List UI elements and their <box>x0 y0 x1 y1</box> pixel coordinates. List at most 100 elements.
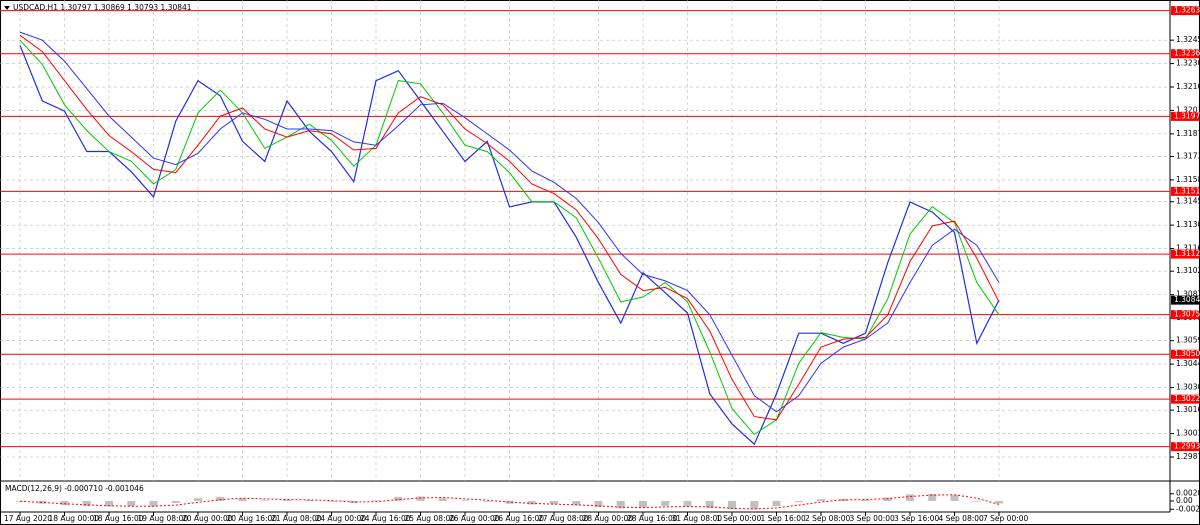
macd-bar <box>283 499 291 501</box>
macd-bar <box>327 500 336 502</box>
macd-bar <box>527 500 536 505</box>
macd-bar <box>483 500 492 502</box>
x-tick-label: 31 Aug 08:00 <box>672 514 723 523</box>
x-tick-label: 18 Aug 00:00 <box>49 514 100 523</box>
y-tick-label: 1.30015 <box>1176 429 1200 438</box>
x-tick-label: 26 Aug 00:00 <box>449 514 500 523</box>
level-label: 1.30228 <box>1174 394 1200 403</box>
y-tick-label: 1.31450 <box>1176 197 1200 206</box>
level-label: 1.32633 <box>1174 6 1200 15</box>
last-price-badge <box>1171 295 1199 305</box>
level-badge <box>1171 186 1199 196</box>
x-tick-label: 19 Aug 08:00 <box>138 514 189 523</box>
x-tick-label: 21 Aug 08:00 <box>271 514 322 523</box>
level-label: 1.31978 <box>1174 111 1200 120</box>
x-tick-label: 24 Aug 16:00 <box>360 514 411 523</box>
x-tick-label: 26 Aug 16:00 <box>494 514 545 523</box>
macd-bar <box>906 494 914 501</box>
x-tick-label: 27 Aug 08:00 <box>538 514 589 523</box>
y-tick-label: 1.32015 <box>1176 105 1200 114</box>
moving-average <box>19 39 1000 436</box>
level-badge <box>1171 249 1199 259</box>
macd-bar <box>394 496 403 501</box>
x-tick-label: 1 Sep 16:00 <box>761 514 807 523</box>
macd-bar <box>349 500 358 504</box>
macd-bar <box>995 500 1003 504</box>
macd-bar <box>728 500 736 510</box>
x-tick-label: 24 Aug 00:00 <box>316 514 367 523</box>
x-tick-label: 25 Aug 08:00 <box>405 514 456 523</box>
level-label: 1.32366 <box>1174 49 1200 58</box>
x-tick-label: 28 Aug 00:00 <box>583 514 634 523</box>
level-badge <box>1171 111 1199 121</box>
chart-title: USDCAD,H1 1.30797 1.30869 1.30793 1.3084… <box>13 3 192 12</box>
macd-bar <box>82 500 91 507</box>
macd-bar <box>194 498 202 501</box>
macd-bar <box>616 500 625 509</box>
macd-bar <box>38 500 47 504</box>
x-tick-label: 28 Aug 16:00 <box>627 514 678 523</box>
macd-bar <box>461 500 469 501</box>
macd-bar <box>661 500 670 506</box>
level-badge <box>1171 49 1199 59</box>
moving-average <box>19 34 1000 421</box>
x-tick-label: 17 Aug 2020 <box>4 514 52 523</box>
macd-bar <box>972 500 981 502</box>
x-tick-label: 4 Sep 08:00 <box>939 514 985 523</box>
macd-bar <box>794 500 803 503</box>
menu-arrow[interactable] <box>4 6 10 10</box>
macd-bar <box>260 500 269 501</box>
x-tick-label: 1 Sep 00:00 <box>716 514 762 523</box>
level-label: 1.30506 <box>1174 349 1200 358</box>
y-tick-label: 0.00 <box>1176 496 1193 505</box>
macd-bar <box>216 496 225 501</box>
y-tick-label: 1.32305 <box>1176 59 1200 68</box>
y-tick-label: 1.32160 <box>1176 82 1200 91</box>
level-badge <box>1171 442 1199 452</box>
y-tick-label: 1.30300 <box>1176 383 1200 392</box>
last-price-label: 1.30841 <box>1174 295 1200 304</box>
y-tick-label: 1.30875 <box>1176 290 1200 299</box>
level-label: 1.31514 <box>1174 186 1200 195</box>
x-tick-label: 3 Sep 16:00 <box>894 514 940 523</box>
y-tick-label: 1.30590 <box>1176 336 1200 345</box>
y-tick-label: 1.32450 <box>1176 35 1200 44</box>
y-tick-label: 0.002087 <box>1176 489 1200 498</box>
macd-bar <box>238 498 247 501</box>
y-tick-label: 1.30445 <box>1176 359 1200 368</box>
x-tick-label: 20 Aug 16:00 <box>227 514 278 523</box>
macd-bar <box>639 500 647 508</box>
x-tick-label: 18 Aug 16:00 <box>93 514 144 523</box>
level-label: 1.29934 <box>1174 442 1200 451</box>
price-line <box>19 45 1000 446</box>
macd-bar <box>750 500 759 510</box>
y-tick-label: 1.29870 <box>1176 452 1200 461</box>
macd-bar <box>171 500 180 504</box>
y-tick-label: 1.31870 <box>1176 129 1200 138</box>
macd-signal <box>19 494 1000 510</box>
moving-average <box>19 31 1000 413</box>
y-tick-label: 1.31730 <box>1176 151 1200 160</box>
y-tick-label: 1.31160 <box>1176 244 1200 253</box>
x-tick-label: 20 Aug 00:00 <box>182 514 233 523</box>
macd-bar <box>149 500 158 507</box>
macd-bar <box>772 500 781 507</box>
y-tick-label: 1.30160 <box>1176 405 1200 414</box>
level-badge <box>1171 310 1199 320</box>
macd-bar <box>928 494 937 501</box>
macd-bar <box>861 499 870 501</box>
macd-bar <box>594 500 603 508</box>
macd-bar <box>127 500 136 507</box>
x-tick-label: 7 Sep 00:00 <box>983 514 1029 523</box>
macd-bar <box>883 497 892 501</box>
macd-bar <box>416 496 425 501</box>
macd-bar <box>572 500 581 506</box>
macd-bar <box>550 500 558 505</box>
macd-bar <box>950 495 959 501</box>
level-badge <box>1171 349 1199 359</box>
macd-bar <box>438 498 447 501</box>
